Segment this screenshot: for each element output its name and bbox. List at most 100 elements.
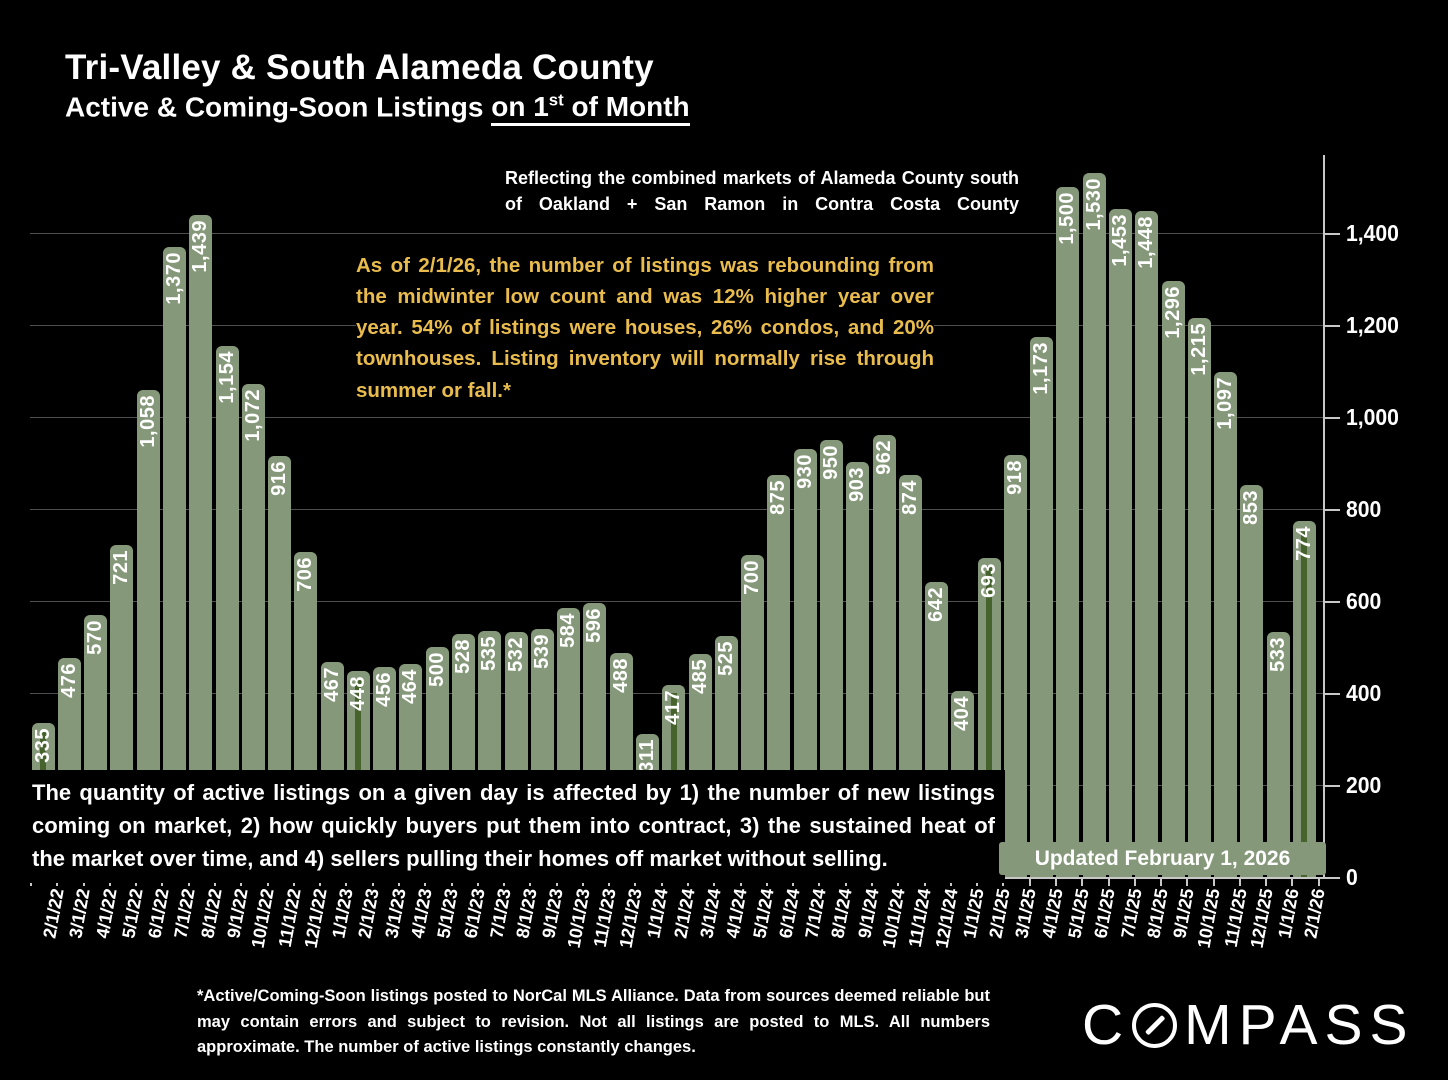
bar-value-text: 706 — [294, 557, 317, 593]
bar-value-label: 464 — [399, 669, 422, 704]
bar-value-label: 1,500 — [1056, 192, 1079, 245]
year-over-year-highlight-stripe — [1301, 529, 1308, 877]
bar-value-text: 642 — [925, 586, 947, 622]
bar-value-text: 918 — [1003, 459, 1026, 495]
y-axis-tick — [1323, 877, 1340, 879]
bar-value-label: 1,058 — [137, 395, 160, 448]
y-axis-tick — [1323, 509, 1340, 511]
bar-value-label: 1,453 — [1109, 214, 1132, 267]
bar-value-label: 525 — [715, 641, 738, 676]
y-axis-tick — [1323, 785, 1340, 787]
market-coverage-note: Reflecting the combined markets of Alame… — [505, 166, 1019, 218]
subtitle-prefix: Active & Coming-Soon Listings — [65, 91, 492, 123]
bar-value-text: 467 — [320, 667, 343, 703]
bar-value-label: 476 — [58, 663, 81, 698]
bar-value-text: 335 — [31, 727, 54, 763]
subtitle-underlined: on 1st of Month — [491, 91, 690, 127]
bar-value-label: 311 — [636, 739, 659, 773]
y-axis-label: 600 — [1346, 588, 1382, 614]
bar-value-label: 874 — [899, 480, 922, 515]
bar-8/1/24: 950 — [819, 440, 843, 877]
year-over-year-highlight-stripe — [986, 566, 993, 877]
bar-value-text: 1,173 — [1030, 342, 1053, 395]
bar-value-text: 532 — [504, 637, 527, 673]
bar-value-text: 525 — [714, 640, 737, 676]
bar-8/1/25: 1,448 — [1135, 210, 1159, 877]
bar-value-text: 962 — [872, 439, 895, 475]
y-axis-line — [1323, 155, 1325, 879]
bar-12/1/25: 853 — [1240, 484, 1264, 877]
bar-value-label: 875 — [767, 480, 790, 515]
bar-value-label: 535 — [478, 636, 501, 671]
bar-value-label: 774 — [1293, 526, 1316, 561]
x-axis-tick — [1212, 877, 1215, 886]
bar-value-text: 721 — [110, 550, 133, 586]
y-axis-tick — [1323, 693, 1340, 695]
y-axis-label: 400 — [1346, 680, 1382, 706]
bar-value-label: 584 — [557, 613, 580, 648]
bar-value-label: 533 — [1267, 637, 1290, 672]
bar-value-label: 1,215 — [1188, 323, 1211, 376]
bar-value-label: 962 — [873, 440, 896, 475]
gridline — [30, 417, 1323, 418]
bar-7/1/22: 1,370 — [162, 246, 186, 877]
bar-value-text: 950 — [819, 445, 842, 480]
bar-value-text: 596 — [583, 607, 606, 643]
bar-value-text: 476 — [57, 663, 80, 698]
bar-value-label: 596 — [583, 608, 606, 643]
bar-value-label: 335 — [32, 728, 55, 763]
bar-value-text: 1,500 — [1056, 192, 1079, 245]
bar-value-text: 874 — [898, 480, 921, 515]
y-axis-tick — [1323, 601, 1340, 603]
bar-value-label: 706 — [294, 557, 317, 592]
page-title: Tri-Valley & South Alameda County — [65, 48, 654, 87]
page-subtitle: Active & Coming-Soon Listings on 1st of … — [65, 91, 690, 127]
x-axis-tick — [1054, 877, 1057, 886]
x-axis-tick — [1291, 877, 1294, 886]
bar-value-label: 488 — [610, 658, 633, 693]
bar-value-text: 1,154 — [215, 351, 238, 404]
bar-value-text: 693 — [977, 563, 1000, 599]
bar-value-text: 448 — [346, 675, 369, 711]
y-axis-tick — [1323, 233, 1340, 235]
x-axis-tick — [1081, 877, 1084, 886]
bar-value-text: 1,448 — [1135, 215, 1158, 269]
gridline — [30, 509, 1323, 510]
bar-value-text: 417 — [662, 690, 685, 726]
bar-value-label: 1,439 — [189, 220, 212, 273]
bar-1/1/26: 533 — [1266, 631, 1290, 877]
bar-10/1/25: 1,215 — [1187, 318, 1211, 877]
bar-value-label: 700 — [741, 560, 764, 595]
y-axis-label: 200 — [1346, 772, 1382, 798]
bar-value-label: 721 — [110, 550, 133, 585]
bar-value-text: 533 — [1266, 636, 1289, 672]
bar-value-label: 404 — [951, 696, 974, 731]
bar-value-text: 1,370 — [162, 251, 185, 305]
x-axis-tick — [1107, 877, 1110, 886]
y-axis-tick — [1323, 325, 1340, 327]
bar-value-text: 1,530 — [1082, 178, 1105, 231]
bar-value-text: 903 — [846, 466, 869, 502]
bar-value-text: 539 — [530, 634, 553, 669]
bar-10/1/24: 962 — [872, 434, 896, 877]
bar-value-label: 1,173 — [1030, 342, 1053, 395]
bar-value-text: 1,215 — [1187, 323, 1210, 376]
bar-value-label: 642 — [925, 587, 948, 622]
bar-value-text: 500 — [425, 652, 448, 687]
bar-value-label: 528 — [452, 639, 475, 674]
bar-value-text: 930 — [793, 454, 816, 490]
bar-value-label: 930 — [794, 454, 817, 489]
bar-10/1/22: 1,072 — [241, 383, 265, 877]
bar-5/1/25: 1,500 — [1056, 187, 1080, 877]
bar-value-label: 539 — [531, 634, 554, 669]
bar-value-text: 404 — [951, 696, 974, 732]
bar-value-label: 570 — [84, 620, 107, 655]
bar-value-label: 532 — [505, 637, 528, 672]
y-axis-label: 1,000 — [1346, 404, 1399, 430]
gridline — [30, 601, 1323, 602]
updated-date-badge: Updated February 1, 2026 — [999, 842, 1326, 875]
bar-value-text: 1,296 — [1161, 285, 1184, 339]
bar-value-text: 1,439 — [189, 220, 212, 273]
